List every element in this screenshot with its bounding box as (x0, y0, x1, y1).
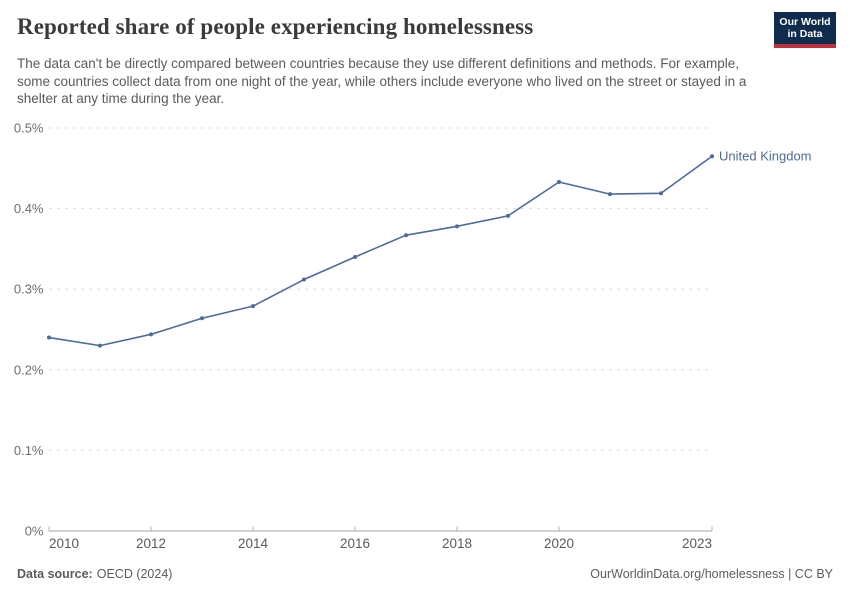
data-point-2023[interactable] (710, 154, 714, 159)
y-axis-label-0.2%: 0.2% (14, 362, 44, 377)
data-point-2022[interactable] (659, 191, 663, 196)
data-point-2021[interactable] (608, 192, 612, 197)
y-axis-label-0.3%: 0.3% (14, 282, 44, 297)
data-point-2020[interactable] (557, 180, 561, 185)
line-series-united-kingdom[interactable] (48, 155, 713, 347)
series-label[interactable]: United Kingdom (719, 149, 812, 164)
owid-logo-line1: Our World (779, 15, 831, 28)
x-axis-label-2016: 2016 (340, 536, 370, 551)
x-axis-label-2014: 2014 (238, 536, 269, 551)
owid-logo[interactable]: Our World in Data (774, 12, 836, 48)
x-axis-label-2020: 2020 (544, 536, 574, 551)
data-point-2018[interactable] (455, 224, 459, 229)
x-axis-label-2012: 2012 (136, 536, 166, 551)
chart-subtitle: The data can't be directly compared betw… (17, 56, 747, 106)
data-point-2019[interactable] (506, 213, 510, 218)
attribution-link[interactable]: OurWorldinData.org/homelessness | CC BY (590, 567, 833, 581)
x-axis-label-2018: 2018 (442, 536, 472, 551)
data-point-2013[interactable] (200, 316, 204, 321)
chart-footer: Data source: OECD (2024) OurWorldinData.o… (17, 567, 833, 581)
data-source: Data source: OECD (2024) (17, 567, 172, 581)
chart-title: Reported share of people experiencing ho… (17, 14, 534, 39)
y-axis-label-0.1%: 0.1% (14, 443, 44, 458)
data-point-2015[interactable] (302, 277, 306, 282)
x-axis-label-2010: 2010 (49, 536, 79, 551)
data-source-label: Data source: (17, 567, 93, 581)
owid-logo-line2: in Data (787, 28, 823, 40)
y-axis-label-0%: 0% (25, 524, 44, 539)
y-axis-label-0.5%: 0.5% (14, 121, 44, 136)
data-point-2016[interactable] (353, 254, 357, 259)
data-point-2011[interactable] (98, 343, 102, 348)
y-axis-label-0.4%: 0.4% (14, 201, 44, 216)
x-axis-label-2023: 2023 (682, 536, 712, 551)
data-point-2014[interactable] (251, 304, 255, 309)
data-point-2017[interactable] (404, 233, 408, 238)
data-point-2010[interactable] (47, 335, 51, 340)
data-point-2012[interactable] (149, 332, 153, 337)
data-source-value: OECD (2024) (96, 567, 173, 581)
